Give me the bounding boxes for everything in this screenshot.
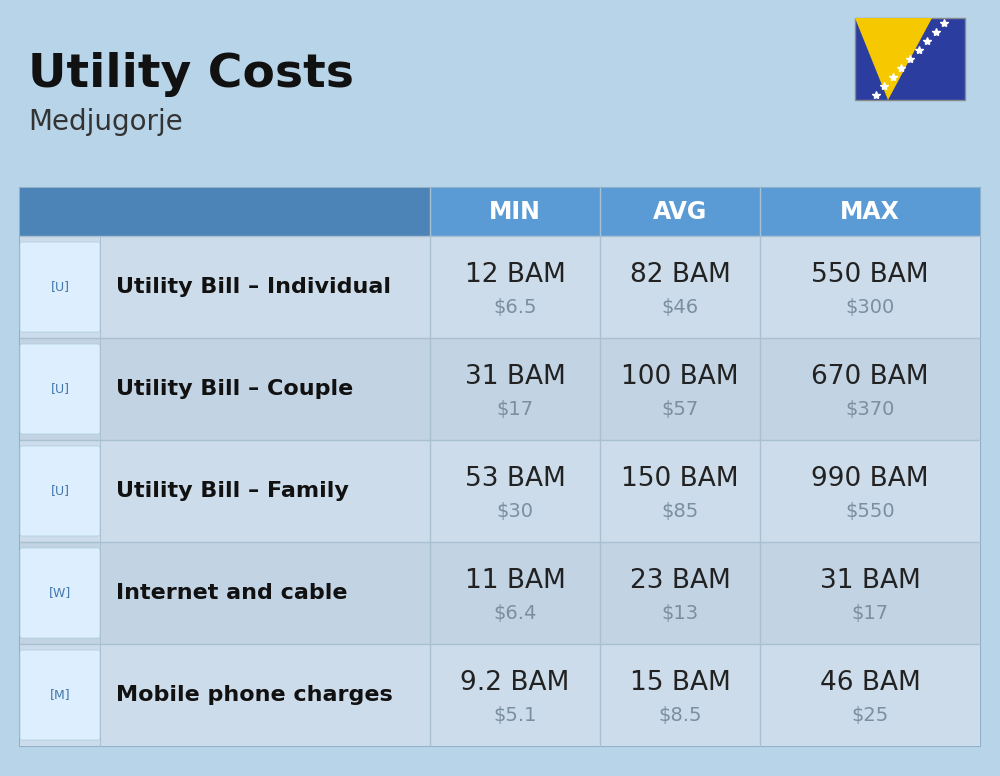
FancyBboxPatch shape bbox=[20, 236, 980, 338]
Text: $370: $370 bbox=[845, 400, 895, 418]
Text: 31 BAM: 31 BAM bbox=[465, 364, 565, 390]
Text: Mobile phone charges: Mobile phone charges bbox=[116, 685, 393, 705]
FancyBboxPatch shape bbox=[20, 188, 980, 746]
Text: 23 BAM: 23 BAM bbox=[630, 568, 730, 594]
FancyBboxPatch shape bbox=[20, 644, 980, 746]
Text: [W]: [W] bbox=[49, 587, 71, 600]
Text: [U]: [U] bbox=[50, 383, 70, 396]
Text: Utility Bill – Family: Utility Bill – Family bbox=[116, 481, 349, 501]
FancyBboxPatch shape bbox=[20, 440, 980, 542]
Text: Utility Bill – Individual: Utility Bill – Individual bbox=[116, 277, 391, 297]
Text: AVG: AVG bbox=[653, 200, 707, 224]
Text: 150 BAM: 150 BAM bbox=[621, 466, 739, 492]
Text: [U]: [U] bbox=[50, 484, 70, 497]
FancyBboxPatch shape bbox=[20, 650, 100, 740]
Text: 9.2 BAM: 9.2 BAM bbox=[460, 670, 570, 696]
Text: $6.5: $6.5 bbox=[493, 297, 537, 317]
FancyBboxPatch shape bbox=[20, 338, 980, 440]
Text: Utility Bill – Couple: Utility Bill – Couple bbox=[116, 379, 353, 399]
Text: 46 BAM: 46 BAM bbox=[820, 670, 920, 696]
FancyBboxPatch shape bbox=[20, 542, 980, 644]
Text: $30: $30 bbox=[496, 501, 534, 521]
Text: $5.1: $5.1 bbox=[493, 705, 537, 725]
Text: $85: $85 bbox=[661, 501, 699, 521]
FancyBboxPatch shape bbox=[20, 188, 980, 236]
Text: [U]: [U] bbox=[50, 280, 70, 293]
Text: 82 BAM: 82 BAM bbox=[630, 262, 730, 288]
Text: $6.4: $6.4 bbox=[493, 604, 537, 622]
Text: $17: $17 bbox=[851, 604, 889, 622]
Text: 15 BAM: 15 BAM bbox=[630, 670, 730, 696]
FancyBboxPatch shape bbox=[20, 548, 100, 638]
Text: 53 BAM: 53 BAM bbox=[465, 466, 565, 492]
Text: 12 BAM: 12 BAM bbox=[465, 262, 565, 288]
FancyBboxPatch shape bbox=[20, 446, 100, 536]
Text: [M]: [M] bbox=[50, 688, 70, 702]
Text: Utility Costs: Utility Costs bbox=[28, 52, 354, 97]
FancyBboxPatch shape bbox=[20, 242, 100, 332]
Text: 990 BAM: 990 BAM bbox=[811, 466, 929, 492]
Text: $17: $17 bbox=[496, 400, 534, 418]
Text: Internet and cable: Internet and cable bbox=[116, 583, 348, 603]
Text: $550: $550 bbox=[845, 501, 895, 521]
Text: MIN: MIN bbox=[489, 200, 541, 224]
Text: $300: $300 bbox=[845, 297, 895, 317]
Text: $25: $25 bbox=[851, 705, 889, 725]
Text: 550 BAM: 550 BAM bbox=[811, 262, 929, 288]
Text: 670 BAM: 670 BAM bbox=[811, 364, 929, 390]
FancyBboxPatch shape bbox=[20, 188, 430, 236]
Text: $13: $13 bbox=[661, 604, 699, 622]
FancyBboxPatch shape bbox=[20, 344, 100, 434]
Text: $8.5: $8.5 bbox=[658, 705, 702, 725]
Text: $46: $46 bbox=[661, 297, 699, 317]
Text: 11 BAM: 11 BAM bbox=[465, 568, 565, 594]
Text: 31 BAM: 31 BAM bbox=[820, 568, 920, 594]
Text: Medjugorje: Medjugorje bbox=[28, 108, 183, 136]
Polygon shape bbox=[855, 18, 932, 100]
Text: MAX: MAX bbox=[840, 200, 900, 224]
FancyBboxPatch shape bbox=[855, 18, 965, 100]
Text: 100 BAM: 100 BAM bbox=[621, 364, 739, 390]
Text: $57: $57 bbox=[661, 400, 699, 418]
